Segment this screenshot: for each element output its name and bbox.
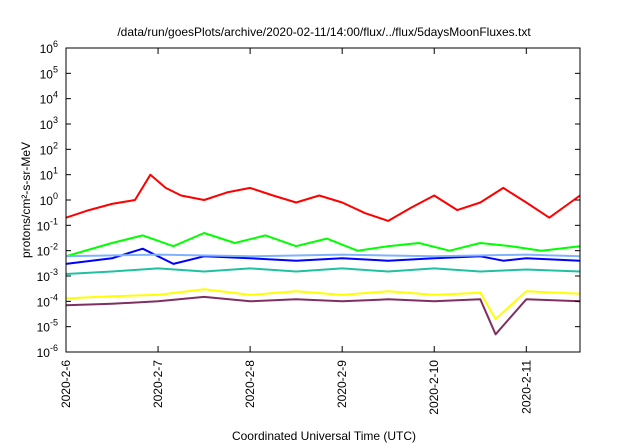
y-tick-label: 10-6 bbox=[37, 343, 58, 360]
y-tick-label: 104 bbox=[40, 90, 58, 107]
chart-title: /data/run/goesPlots/archive/2020-02-11/1… bbox=[117, 25, 531, 39]
y-tick-label: 10-3 bbox=[37, 267, 58, 284]
y-tick-label: 101 bbox=[40, 166, 58, 183]
series-line-1 bbox=[65, 173, 581, 222]
plot-frame bbox=[65, 47, 581, 353]
x-tick-label: 2020-2-10 bbox=[427, 360, 441, 415]
y-axis-label: protons/cm²-s-sr-MeV bbox=[19, 142, 33, 258]
x-tick-label: 2020-2-7 bbox=[151, 360, 165, 408]
y-tick-label: 100 bbox=[40, 191, 58, 208]
series-line-6 bbox=[65, 288, 581, 320]
series-line-4 bbox=[65, 253, 581, 258]
x-tick-label: 2020-2-6 bbox=[59, 360, 73, 408]
x-tick-label: 2020-2-11 bbox=[519, 360, 533, 414]
y-tick-label: 10-1 bbox=[37, 216, 58, 233]
y-tick-label: 102 bbox=[40, 140, 58, 157]
x-tick-label: 2020-2-9 bbox=[335, 360, 349, 408]
y-tick-label: 103 bbox=[40, 115, 58, 132]
y-tick-label: 106 bbox=[40, 39, 58, 56]
x-axis-label: Coordinated Universal Time (UTC) bbox=[232, 429, 416, 443]
x-tick-label: 2020-2-8 bbox=[243, 360, 257, 408]
plot-lines bbox=[65, 173, 581, 336]
axis-ticks: 10-6 10-5 10-4 10-3 10-2 10-1 100 101 102 103 104 1… bbox=[37, 39, 580, 415]
series-line-2 bbox=[65, 232, 581, 258]
y-tick-label: 10-2 bbox=[37, 242, 58, 259]
y-tick-label: 10-5 bbox=[37, 318, 58, 335]
series-line-7 bbox=[65, 295, 581, 336]
series-line-3 bbox=[65, 247, 581, 265]
y-tick-label: 105 bbox=[40, 64, 58, 81]
series-line-5 bbox=[65, 267, 581, 275]
y-tick-label: 10-4 bbox=[37, 292, 58, 309]
